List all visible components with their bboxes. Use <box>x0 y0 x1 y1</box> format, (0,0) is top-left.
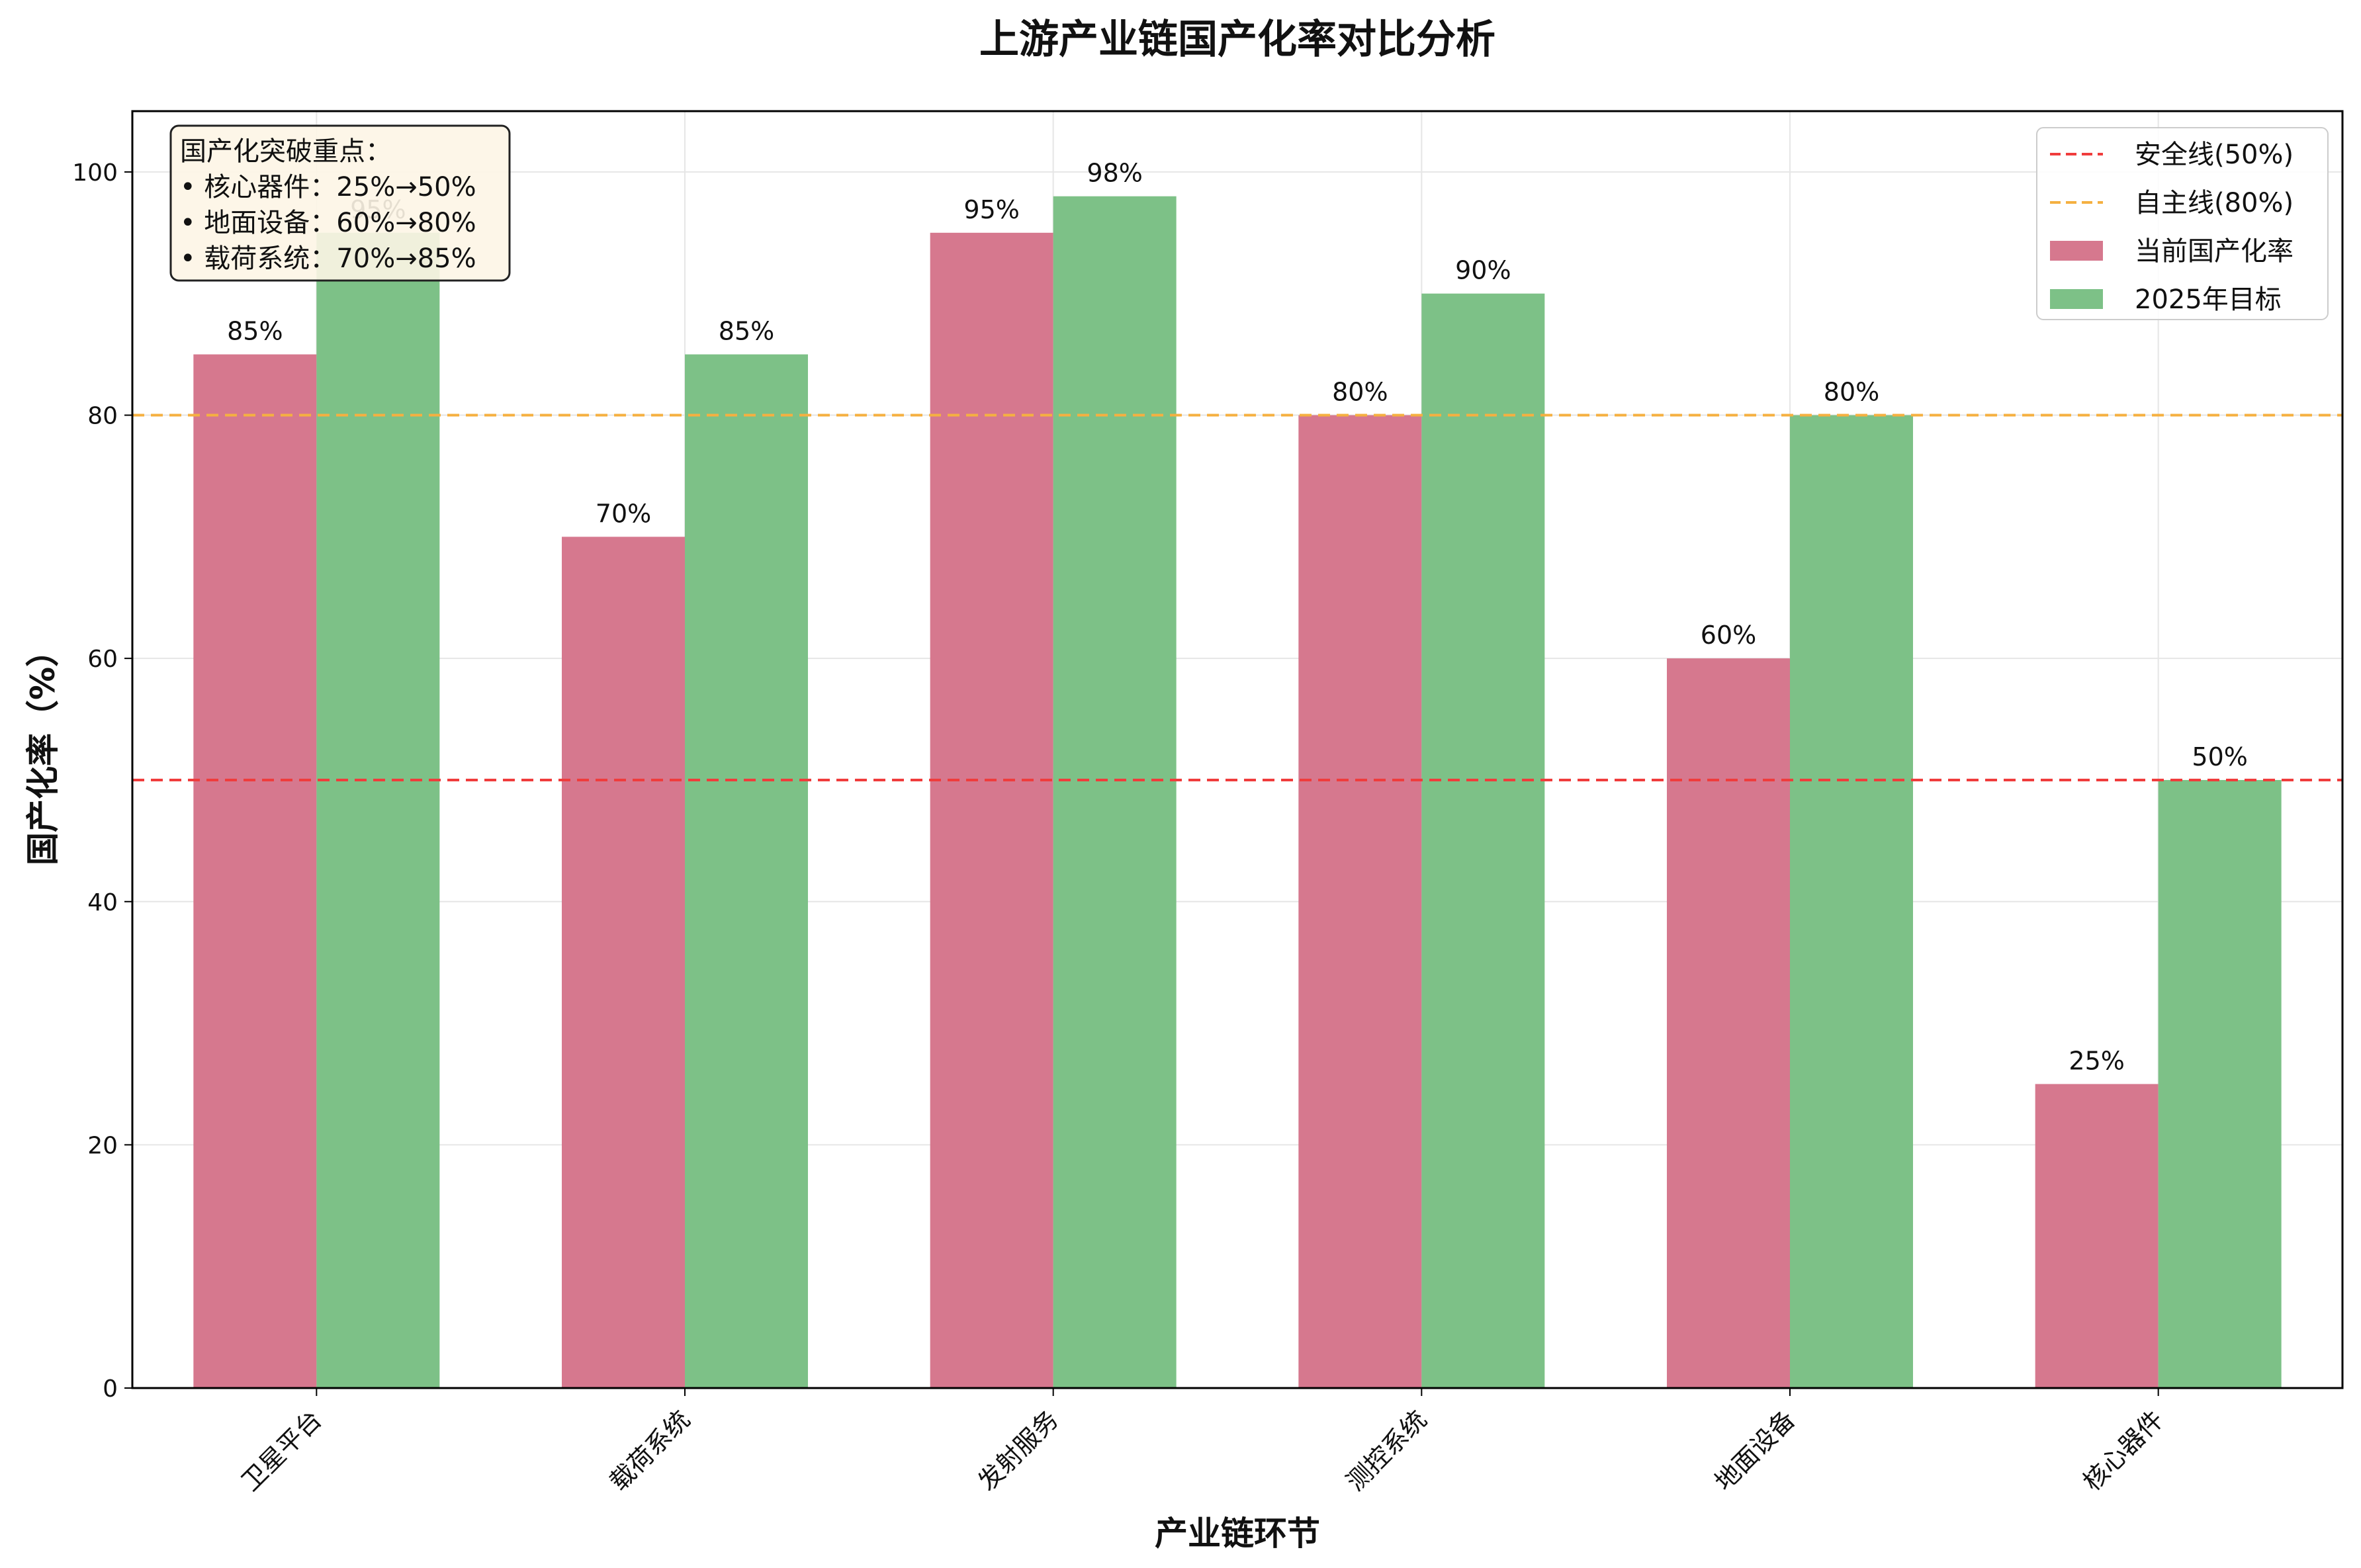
x-tick-label: 地面设备 <box>1709 1405 1801 1497</box>
y-axis: 0 20 40 60 80 100 <box>72 159 132 1403</box>
data-label: 90% <box>1455 256 1511 285</box>
data-label: 85% <box>719 317 774 346</box>
data-label: 98% <box>1087 159 1142 188</box>
annotation-line: • 地面设备：60%→80% <box>180 208 476 238</box>
bar-target <box>1053 196 1177 1389</box>
annotation-line: • 载荷系统：70%→85% <box>180 243 476 274</box>
data-label: 80% <box>1332 378 1388 407</box>
y-tick-label: 0 <box>103 1375 118 1403</box>
legend-box <box>2036 127 2329 320</box>
data-label: 25% <box>2069 1046 2124 1075</box>
legend-swatch <box>2050 289 2103 309</box>
y-tick-label: 60 <box>87 646 118 673</box>
data-label: 60% <box>1701 621 1756 650</box>
bar-current <box>562 537 685 1389</box>
bars <box>193 196 2282 1389</box>
data-label: 95% <box>963 195 1019 224</box>
bar-target <box>2158 779 2282 1388</box>
grid <box>132 111 2342 1389</box>
y-tick-label: 40 <box>87 889 118 916</box>
annotation-line: 国产化突破重点： <box>180 136 392 167</box>
data-label: 80% <box>1824 378 1879 407</box>
annotation-line: • 核心器件：25%→50% <box>180 172 476 202</box>
y-tick-label: 20 <box>87 1132 118 1159</box>
data-label: 50% <box>2192 742 2247 771</box>
data-label: 85% <box>227 317 283 346</box>
bar-current <box>193 354 317 1388</box>
legend-label: 自主线(80%) <box>2135 188 2294 218</box>
y-tick-label: 100 <box>72 159 118 187</box>
data-label: 70% <box>596 499 651 528</box>
bar-current <box>1298 415 1422 1388</box>
x-tick-label: 核心器件 <box>2077 1405 2169 1497</box>
legend: 安全线(50%) 自主线(80%) 当前国产化率 2025年目标 <box>2036 127 2329 320</box>
bar-current <box>2035 1084 2159 1388</box>
bar-target <box>1421 293 1545 1388</box>
y-tick-label: 80 <box>87 403 118 430</box>
x-tick-label: 载荷系统 <box>604 1405 696 1497</box>
legend-label: 安全线(50%) <box>2135 140 2294 170</box>
x-tick-label: 发射服务 <box>972 1405 1064 1497</box>
x-axis-label: 产业链环节 <box>1155 1514 1320 1553</box>
bar-target <box>316 232 440 1388</box>
bar-target <box>1790 415 1913 1388</box>
x-tick-label: 测控系统 <box>1341 1405 1433 1497</box>
legend-label: 2025年目标 <box>2135 284 2282 315</box>
legend-label: 当前国产化率 <box>2135 236 2294 267</box>
x-axis: 卫星平台 载荷系统 发射服务 测控系统 地面设备 核心器件 <box>236 1388 2169 1497</box>
bar-current <box>1667 658 1790 1389</box>
y-axis-label: 国产化率（%） <box>24 634 62 865</box>
bar-target <box>685 354 808 1388</box>
plot-frame <box>131 110 2344 1389</box>
data-labels: 85%70%95%80%60%25%95%85%98%90%80%50% <box>227 159 2248 1076</box>
reference-lines <box>132 414 2342 781</box>
chart-title: 上游产业链国产化率对比分析 <box>979 17 1495 63</box>
bar-current <box>930 232 1053 1388</box>
legend-swatch <box>2050 241 2103 261</box>
annotation-box-frame <box>169 124 511 282</box>
x-tick-label: 卫星平台 <box>236 1405 328 1497</box>
annotation-box: 国产化突破重点： • 核心器件：25%→50% • 地面设备：60%→80% • 载荷… <box>169 124 511 282</box>
